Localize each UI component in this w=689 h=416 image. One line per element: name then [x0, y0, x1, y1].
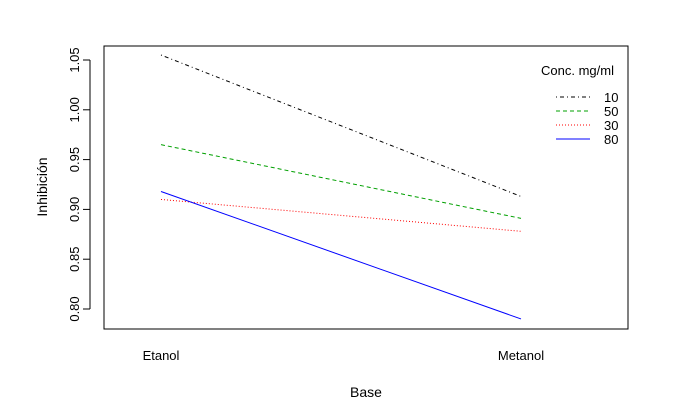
legend-title: Conc. mg/ml: [541, 63, 614, 78]
series-line-30: [160, 198, 522, 232]
series-line-50: [160, 144, 522, 219]
plot-axes: 0.80 0.85 0.90 0.95 1.00 1.05 Etanol Metanol: [67, 45, 629, 363]
legend-label-30: 30: [604, 118, 618, 133]
y-tick-label: 0.85: [67, 247, 82, 272]
y-tick-label: 0.95: [67, 147, 82, 172]
plot-frame: [103, 45, 629, 330]
y-axis-label: Inhibición: [34, 157, 50, 216]
x-tick-label: Metanol: [498, 348, 544, 363]
legend-label-80: 80: [604, 132, 618, 147]
y-tick-label: 1.00: [67, 97, 82, 122]
legend-label-50: 50: [604, 104, 618, 119]
legend-label-10: 10: [604, 90, 618, 105]
y-tick-label: 0.80: [67, 296, 82, 321]
x-tick-label: Etanol: [143, 348, 180, 363]
series-line-80: [160, 191, 522, 320]
series-line-10: [160, 54, 522, 197]
x-axis-label: Base: [350, 384, 382, 400]
series-lines: [160, 54, 522, 320]
y-tick-label: 1.05: [67, 47, 82, 72]
y-tick-label: 0.90: [67, 197, 82, 222]
